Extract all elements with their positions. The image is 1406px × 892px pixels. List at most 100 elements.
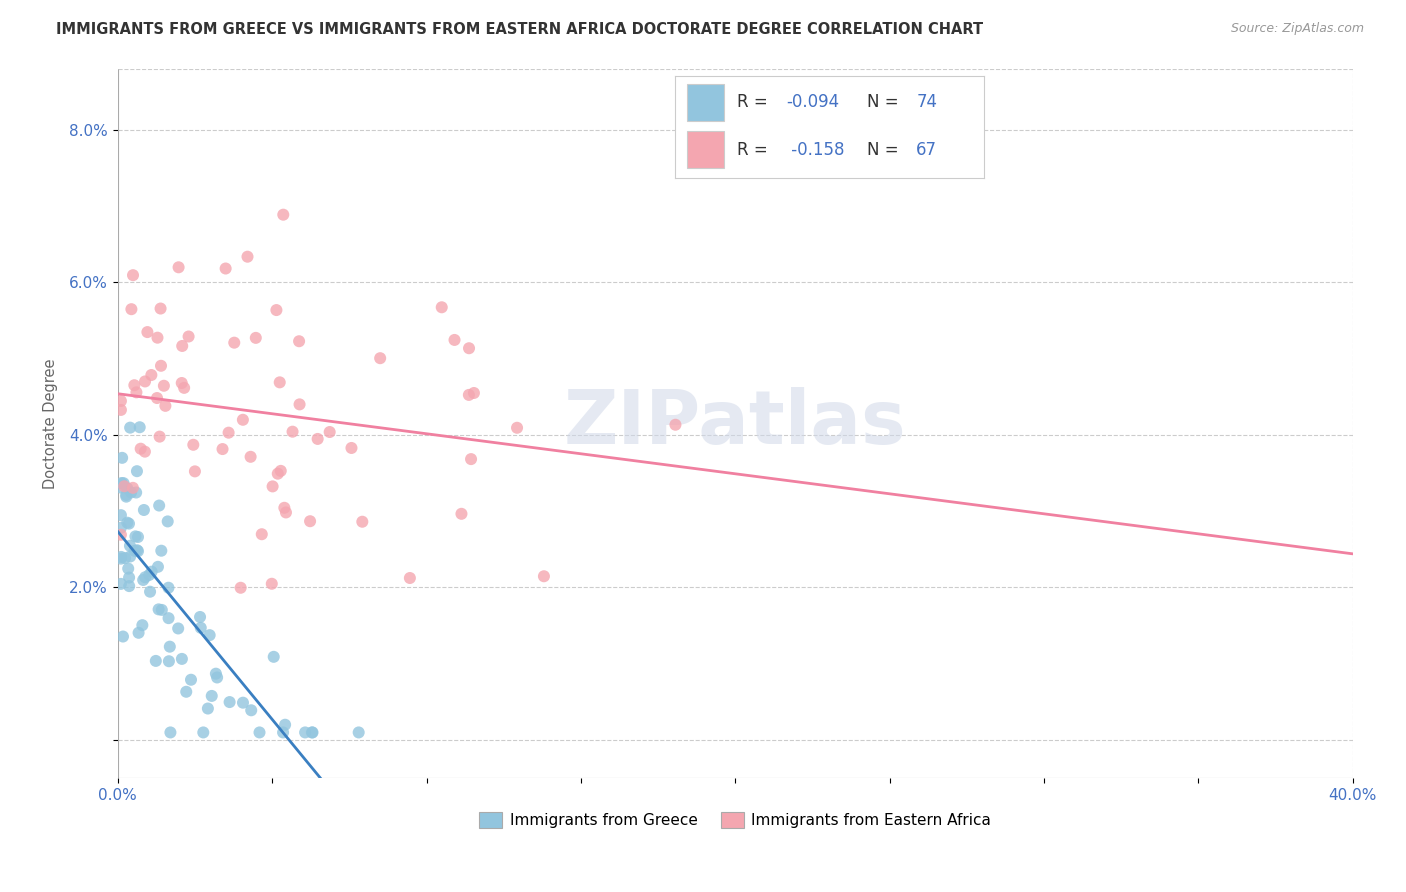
Point: [198, 628, 221, 642]
Point: [347, 725, 370, 739]
Point: [299, 514, 322, 528]
Point: [181, 438, 204, 452]
Point: [118, 539, 141, 553]
Point: [180, 673, 202, 687]
Legend: Immigrants from Greece, Immigrants from Eastern Africa: Immigrants from Greece, Immigrants from …: [474, 806, 997, 834]
Point: [146, 331, 169, 345]
Point: [460, 452, 482, 467]
Point: [506, 421, 529, 435]
Point: [146, 391, 169, 405]
Bar: [688, 84, 724, 121]
Point: [224, 335, 246, 350]
Point: [110, 508, 132, 523]
Point: [124, 529, 146, 543]
Point: [157, 611, 180, 625]
Point: [173, 381, 195, 395]
Point: [214, 261, 236, 276]
Point: [118, 579, 141, 593]
Point: [533, 569, 555, 583]
Point: [267, 467, 290, 481]
Point: [318, 425, 340, 439]
Point: [145, 654, 167, 668]
Point: [110, 476, 132, 491]
Point: [110, 394, 132, 409]
Point: [136, 325, 159, 339]
Point: [110, 551, 132, 566]
Point: [172, 339, 194, 353]
Point: [149, 429, 172, 443]
Point: [129, 442, 152, 456]
Text: IMMIGRANTS FROM GREECE VS IMMIGRANTS FROM EASTERN AFRICA DOCTORATE DEGREE CORREL: IMMIGRANTS FROM GREECE VS IMMIGRANTS FRO…: [56, 22, 983, 37]
Point: [430, 300, 453, 314]
Point: [122, 481, 145, 495]
Point: [167, 260, 190, 275]
Point: [138, 568, 160, 582]
Point: [245, 331, 267, 345]
Point: [201, 689, 224, 703]
Point: [352, 515, 374, 529]
Point: [249, 725, 271, 739]
Text: -0.158: -0.158: [786, 141, 845, 159]
Point: [110, 528, 132, 542]
Point: [218, 695, 240, 709]
Point: [294, 725, 316, 739]
Point: [170, 376, 193, 390]
Point: [128, 420, 150, 434]
Point: [239, 450, 262, 464]
Point: [148, 602, 170, 616]
Point: [205, 666, 228, 681]
Point: [124, 378, 146, 392]
Point: [115, 490, 138, 504]
Point: [141, 368, 163, 382]
Point: [124, 543, 146, 558]
Point: [110, 549, 132, 564]
Point: [125, 464, 148, 478]
Point: [157, 581, 180, 595]
Point: [110, 521, 132, 535]
Point: [149, 301, 172, 316]
Point: [266, 303, 288, 318]
Text: R =: R =: [737, 141, 773, 159]
Point: [150, 359, 173, 373]
Bar: [688, 131, 724, 168]
Point: [110, 481, 132, 495]
Point: [115, 488, 138, 502]
Point: [281, 425, 304, 439]
Point: [269, 376, 291, 390]
Y-axis label: Doctorate Degree: Doctorate Degree: [44, 358, 58, 489]
Point: [111, 630, 134, 644]
Point: [112, 479, 135, 493]
Point: [112, 476, 135, 491]
Point: [271, 725, 294, 739]
Point: [118, 516, 141, 531]
Point: [174, 685, 197, 699]
Point: [131, 618, 153, 632]
Text: 67: 67: [917, 141, 938, 159]
Point: [110, 577, 132, 591]
Point: [450, 507, 472, 521]
Point: [240, 703, 263, 717]
Point: [127, 544, 149, 558]
Point: [458, 341, 481, 355]
Point: [301, 725, 323, 739]
Text: Source: ZipAtlas.com: Source: ZipAtlas.com: [1230, 22, 1364, 36]
Point: [120, 302, 142, 317]
Point: [125, 385, 148, 400]
Point: [153, 378, 176, 392]
Point: [114, 551, 136, 566]
Point: [117, 481, 139, 495]
Point: [120, 485, 142, 500]
Point: [139, 584, 162, 599]
Point: [301, 725, 323, 739]
Point: [263, 649, 285, 664]
Point: [150, 543, 173, 558]
Text: -0.094: -0.094: [786, 94, 839, 112]
Point: [190, 621, 212, 635]
Point: [236, 250, 259, 264]
Text: ZIPatlas: ZIPatlas: [564, 387, 907, 460]
Point: [288, 397, 311, 411]
Point: [205, 670, 228, 684]
Point: [457, 388, 479, 402]
Text: N =: N =: [866, 141, 904, 159]
Point: [156, 515, 179, 529]
